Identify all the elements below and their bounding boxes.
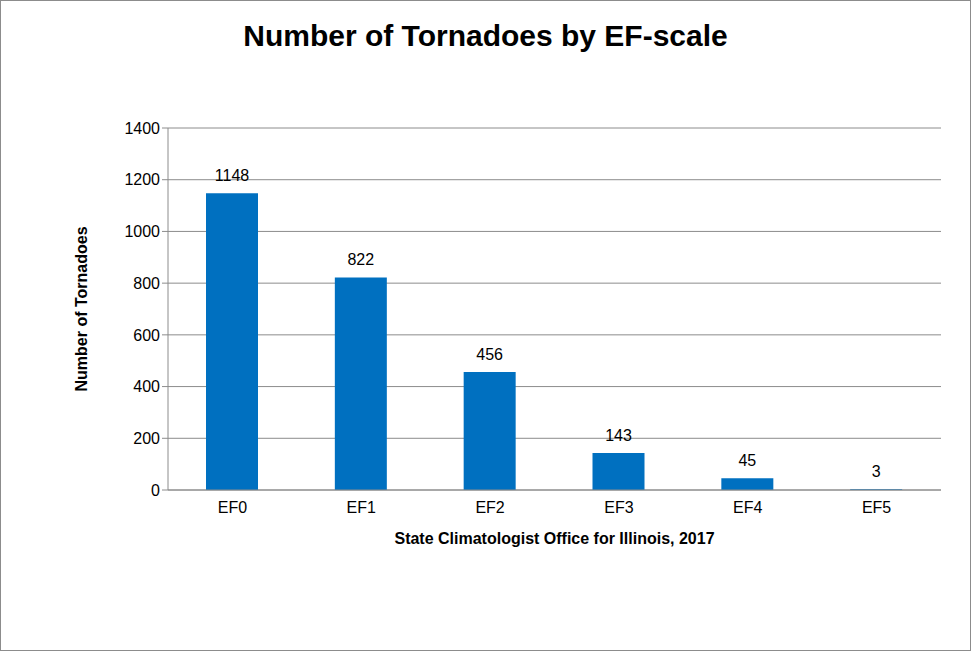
- svg-text:800: 800: [133, 275, 160, 292]
- svg-text:EF0: EF0: [218, 499, 247, 516]
- svg-text:600: 600: [133, 327, 160, 344]
- svg-text:1148: 1148: [215, 167, 250, 184]
- svg-text:EF4: EF4: [733, 499, 762, 516]
- html-text:Number of Tornadoes by EF-scal: Number of Tornadoes by EF-scale: [243, 19, 728, 52]
- svg-text:45: 45: [738, 452, 756, 469]
- svg-text:EF2: EF2: [475, 499, 504, 516]
- svg-text:Number of Tornadoes: Number of Tornadoes: [73, 226, 90, 391]
- svg-text:456: 456: [476, 346, 503, 363]
- svg-text:1400: 1400: [124, 120, 160, 137]
- svg-text:1200: 1200: [124, 171, 160, 188]
- svg-text:400: 400: [133, 378, 160, 395]
- svg-text:143: 143: [605, 427, 632, 444]
- svg-text:EF5: EF5: [862, 499, 891, 516]
- svg-text:EF1: EF1: [347, 499, 376, 516]
- svg-text:1000: 1000: [124, 223, 160, 240]
- svg-text:0: 0: [151, 482, 160, 499]
- svg-text:200: 200: [133, 430, 160, 447]
- svg-text:EF3: EF3: [604, 499, 633, 516]
- svg-text:822: 822: [347, 251, 374, 268]
- svg-text:State Climatologist Office for: State Climatologist Office for Illinois,…: [394, 530, 714, 547]
- svg-text:3: 3: [872, 463, 881, 480]
